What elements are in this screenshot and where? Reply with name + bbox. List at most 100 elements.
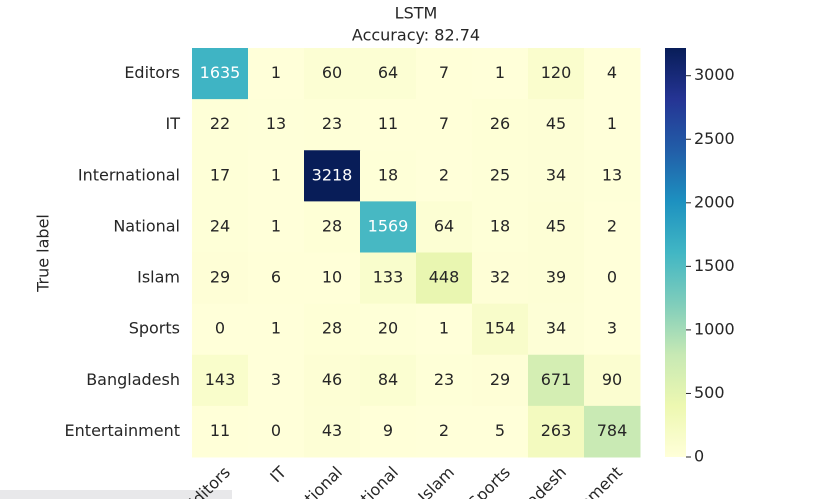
heatmap-cell (528, 252, 585, 305)
heatmap-cell (248, 303, 305, 356)
cell-label: 25 (490, 165, 510, 184)
heatmap-cell (304, 48, 361, 100)
heatmap-cell (584, 99, 641, 151)
heatmap-cell (248, 99, 305, 151)
x-tick-label: Islam (414, 463, 458, 499)
heatmap-cell (472, 201, 529, 253)
y-tick-label: Bangladesh (86, 370, 180, 389)
heatmap-cell (528, 201, 585, 253)
cell-label: 20 (378, 319, 398, 338)
y-tick-label: IT (166, 114, 181, 133)
cell-label: 2 (607, 216, 617, 235)
cell-label: 2 (439, 421, 449, 440)
heatmap-cell (360, 405, 417, 458)
heatmap-cell (472, 354, 529, 407)
heatmap-cell (416, 303, 473, 356)
cell-label: 143 (205, 370, 236, 389)
heatmap-cell (360, 303, 417, 356)
heatmap-cell (192, 252, 249, 305)
heatmap-cell (472, 150, 529, 202)
x-tick-label: National (341, 463, 402, 499)
cell-label: 5 (495, 421, 505, 440)
heatmap-cell (192, 150, 249, 202)
heatmap-cell (248, 150, 305, 202)
heatmap-cell (472, 99, 529, 151)
heatmap-cell (360, 48, 417, 100)
heatmap-cell (472, 48, 529, 100)
cell-label: 154 (485, 319, 516, 338)
cell-label: 28 (322, 216, 342, 235)
cell-label: 29 (490, 370, 510, 389)
heatmap-cell (360, 252, 417, 305)
heatmap-cell (304, 201, 361, 253)
heatmap-cell (304, 99, 361, 151)
colorbar (665, 48, 686, 457)
cell-label: 84 (378, 370, 398, 389)
heatmap-cell (472, 303, 529, 356)
heatmap-cell (248, 252, 305, 305)
colorbar-tick-label: 2500 (694, 129, 735, 148)
cell-label: 0 (215, 319, 225, 338)
heatmap-cell (472, 405, 529, 458)
cell-label: 22 (210, 114, 230, 133)
cell-label: 784 (597, 421, 628, 440)
x-tick-label: Sports (464, 463, 514, 499)
heatmap-cell (416, 150, 473, 202)
cell-label: 11 (210, 421, 230, 440)
heatmap-cell (416, 354, 473, 407)
heatmap-cell (416, 405, 473, 458)
chart-title: LSTM (395, 4, 438, 23)
heatmap-cell (528, 405, 585, 458)
heatmap-cell (304, 354, 361, 407)
cell-label: 32 (490, 268, 510, 287)
heatmap-cell (192, 405, 249, 458)
cell-label: 1 (439, 319, 449, 338)
cell-label: 120 (541, 63, 572, 82)
cell-label: 45 (546, 114, 566, 133)
heatmap-cell (304, 405, 361, 458)
x-tick-label: IT (266, 462, 290, 486)
cell-label: 1635 (200, 63, 241, 82)
heatmap-cell (528, 48, 585, 100)
heatmap-cell (584, 48, 641, 100)
cell-label: 23 (322, 114, 342, 133)
heatmap-cell (192, 303, 249, 356)
cell-label: 10 (322, 268, 342, 287)
heatmap-cell (248, 201, 305, 253)
colorbar-tick-label: 1500 (694, 256, 735, 275)
cell-label: 24 (210, 216, 230, 235)
heatmap-cell (584, 201, 641, 253)
y-axis-label: True label (34, 214, 53, 293)
heatmap-cell (528, 354, 585, 407)
cell-label: 448 (429, 268, 460, 287)
cell-label: 1 (271, 63, 281, 82)
heatmap-cell (584, 252, 641, 305)
cell-label: 133 (373, 268, 404, 287)
cell-label: 11 (378, 114, 398, 133)
cell-label: 7 (439, 63, 449, 82)
cell-label: 39 (546, 268, 566, 287)
cell-label: 90 (602, 370, 622, 389)
colorbar-tick-label: 3000 (694, 65, 735, 84)
cell-label: 1 (271, 319, 281, 338)
heatmap-cell (248, 405, 305, 458)
cell-label: 64 (434, 216, 454, 235)
heatmap-cell (584, 354, 641, 407)
heatmap-cell (192, 354, 249, 407)
heatmap-cell (360, 201, 417, 253)
colorbar-tick-label: 1000 (694, 319, 735, 338)
colorbar-tick-label: 2000 (694, 192, 735, 211)
heatmap-cell (584, 150, 641, 202)
cell-label: 34 (546, 319, 566, 338)
cell-label: 18 (490, 216, 510, 235)
heatmap-cell (360, 150, 417, 202)
heatmap-cell (304, 252, 361, 305)
heatmap-cell (192, 48, 249, 100)
cell-label: 17 (210, 165, 230, 184)
colorbar-tick-label: 500 (694, 383, 725, 402)
cell-label: 34 (546, 165, 566, 184)
cell-label: 0 (607, 268, 617, 287)
heatmap-cell (472, 252, 529, 305)
heatmap-cell (416, 48, 473, 100)
